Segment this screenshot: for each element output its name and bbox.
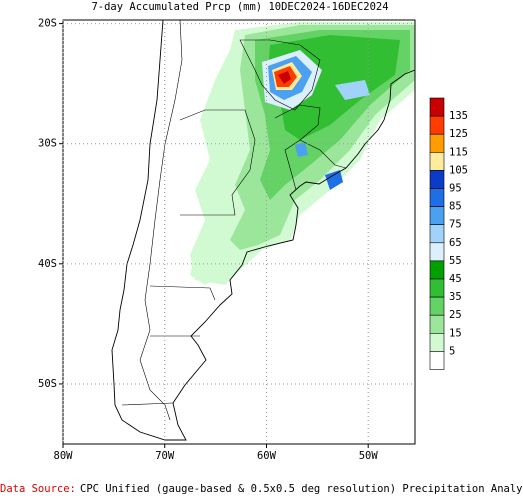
- precip-area: [335, 80, 370, 100]
- land-outlines: [111, 19, 416, 441]
- colorbar-swatch: [429, 278, 445, 298]
- colorbar-swatch: [429, 296, 445, 316]
- colorbar-label: 75: [449, 219, 462, 231]
- colorbar-label: 15: [449, 327, 462, 339]
- colorbar-label: 115: [449, 146, 468, 158]
- colorbar-swatch: [429, 260, 445, 280]
- colorbar-swatch: [429, 152, 445, 171]
- colorbar-swatch: [429, 314, 445, 334]
- x-tick-label: 80W: [54, 450, 74, 462]
- colorbar-swatch: [429, 206, 445, 226]
- x-tick-label: 70W: [155, 450, 175, 462]
- colorbar-swatch: [429, 188, 445, 207]
- colorbar-swatch: [429, 115, 445, 135]
- y-tick-label: 20S: [38, 18, 57, 30]
- y-tick-label: 40S: [38, 258, 57, 270]
- y-tick-label: 30S: [38, 138, 57, 150]
- colorbar-swatch: [429, 97, 445, 117]
- colorbar-label: 105: [449, 164, 468, 176]
- border: [299, 139, 347, 169]
- source-text: CPC Unified (gauge-based & 0.5x0.5 deg r…: [80, 483, 523, 495]
- colorbar-label: 25: [449, 309, 462, 321]
- colorbar-label: 5: [449, 345, 455, 357]
- precip-area: [325, 170, 343, 190]
- colorbar-label: 95: [449, 183, 462, 195]
- border: [121, 285, 216, 406]
- y-tick-label: 50S: [38, 378, 57, 390]
- colorbar-label: 55: [449, 255, 462, 267]
- border: [239, 39, 321, 111]
- coastline: [111, 19, 416, 441]
- precip-area: [190, 250, 225, 285]
- colorbar-swatch: [429, 133, 445, 153]
- colorbar-swatch: [429, 224, 445, 244]
- x-tick-label: 50W: [359, 450, 379, 462]
- precip-area: [295, 142, 308, 157]
- colorbar-label: 135: [449, 110, 468, 122]
- border: [274, 104, 321, 191]
- colorbar-label: 65: [449, 237, 462, 249]
- colorbar-swatch: [429, 332, 445, 352]
- colorbar-label: 125: [449, 128, 468, 140]
- colorbar-swatch: [429, 242, 445, 262]
- colorbar-label: 35: [449, 291, 462, 303]
- border: [139, 19, 183, 421]
- precip-field: [190, 22, 415, 285]
- border: [179, 109, 256, 216]
- map-title: 7-day Accumulated Prcp (mm) 10DEC2024-16…: [91, 1, 388, 13]
- source-label: Data Source:: [0, 483, 76, 495]
- colorbar-label: 85: [449, 201, 462, 213]
- colorbar-swatch: [429, 351, 445, 370]
- colorbar-swatch: [429, 170, 445, 189]
- precip-area: [278, 71, 291, 84]
- x-tick-label: 60W: [257, 450, 277, 462]
- colorbar-label: 45: [449, 273, 462, 285]
